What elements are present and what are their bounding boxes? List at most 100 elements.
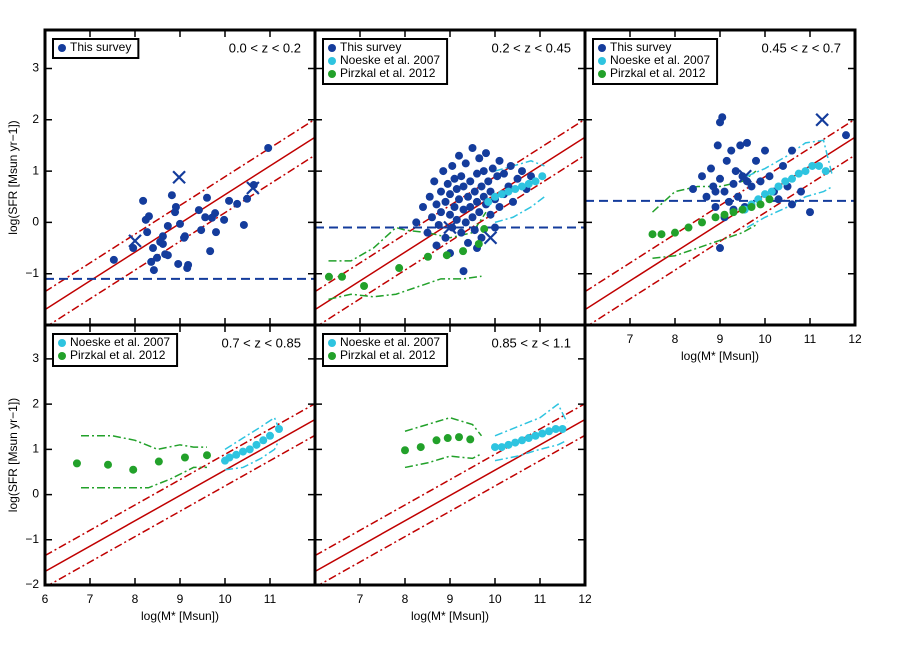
- point: [497, 190, 506, 199]
- point: [395, 264, 404, 273]
- point: [511, 185, 520, 194]
- point: [147, 257, 156, 266]
- line: [404, 416, 483, 437]
- line: [315, 403, 585, 557]
- point: [232, 450, 241, 459]
- y-tick-label: 2: [32, 396, 39, 410]
- point: [747, 182, 756, 191]
- cross: [738, 169, 752, 183]
- annotation: 0.85 < z < 1.1: [491, 335, 571, 350]
- x-tick-label: 6: [42, 592, 49, 606]
- point: [167, 191, 176, 200]
- legend-label: Pirzkal et al. 2012: [610, 66, 706, 80]
- point: [423, 228, 432, 237]
- point: [545, 427, 553, 436]
- point: [324, 272, 333, 281]
- point: [767, 187, 776, 196]
- point: [842, 131, 850, 140]
- point: [163, 221, 172, 230]
- x-tick-label: 8: [672, 332, 679, 346]
- point: [774, 195, 783, 204]
- x-tick-label: 10: [758, 332, 772, 346]
- line: [45, 403, 315, 557]
- y-tick-label: 3: [32, 61, 39, 75]
- point: [197, 226, 206, 235]
- legend-label: This survey: [70, 40, 131, 54]
- legend-marker: [58, 44, 66, 52]
- line: [652, 224, 757, 260]
- legend-marker: [598, 44, 606, 52]
- point: [473, 169, 481, 178]
- point: [245, 445, 254, 454]
- point: [139, 196, 148, 205]
- legend-label: Pirzkal et al. 2012: [340, 348, 436, 362]
- cross: [443, 220, 457, 235]
- point: [684, 223, 693, 232]
- y-axis-label: log(SFR [Msun yr−1]): [6, 120, 20, 234]
- line: [81, 466, 207, 489]
- point: [425, 192, 434, 201]
- y-axis-label: log(SFR [Msun yr−1]): [6, 398, 20, 512]
- point: [475, 208, 484, 217]
- point: [801, 167, 810, 176]
- point: [360, 282, 369, 291]
- legend-box: [52, 333, 179, 367]
- x-tick-label: 11: [534, 592, 547, 606]
- point: [468, 144, 477, 152]
- point: [698, 218, 706, 227]
- point: [486, 187, 495, 196]
- point: [264, 144, 273, 152]
- point: [734, 192, 742, 201]
- plot-area: [45, 403, 315, 585]
- point: [506, 161, 515, 170]
- line: [746, 139, 834, 177]
- point: [702, 192, 711, 201]
- legend-label: Noeske et al. 2007: [340, 335, 440, 349]
- point: [689, 185, 697, 194]
- point: [153, 253, 162, 262]
- legend-marker: [328, 57, 336, 65]
- point: [518, 182, 526, 191]
- point: [475, 154, 484, 163]
- point: [450, 203, 459, 211]
- point: [477, 233, 486, 242]
- legend-marker: [328, 44, 336, 52]
- y-tick-label: 1: [32, 163, 39, 177]
- line: [317, 434, 585, 585]
- point: [176, 219, 184, 228]
- point: [756, 200, 765, 209]
- point: [180, 232, 189, 241]
- point: [442, 251, 451, 260]
- point: [203, 193, 211, 202]
- legend-box: [52, 38, 140, 59]
- point: [474, 239, 483, 248]
- point: [671, 228, 679, 237]
- point: [212, 228, 220, 237]
- y-tick-label: 3: [32, 351, 39, 365]
- x-tick-label: 8: [402, 592, 409, 606]
- line: [494, 160, 545, 172]
- line: [315, 118, 585, 293]
- point: [761, 190, 769, 199]
- x-tick-label: 7: [357, 592, 364, 606]
- point: [707, 164, 715, 173]
- point: [779, 161, 787, 170]
- point: [338, 272, 346, 281]
- line: [585, 118, 855, 293]
- point: [736, 141, 745, 150]
- point: [711, 203, 720, 211]
- point: [158, 232, 167, 241]
- point: [104, 460, 112, 469]
- legend-label: Noeske et al. 2007: [70, 335, 170, 349]
- line: [746, 185, 833, 229]
- x-tick-label: 8: [132, 592, 139, 606]
- point: [441, 197, 450, 206]
- legend-label: This survey: [340, 40, 401, 54]
- point: [432, 200, 441, 209]
- legend-label: Pirzkal et al. 2012: [340, 66, 436, 80]
- point: [711, 187, 720, 196]
- legend-label: Pirzkal et al. 2012: [70, 348, 166, 362]
- point: [275, 425, 283, 433]
